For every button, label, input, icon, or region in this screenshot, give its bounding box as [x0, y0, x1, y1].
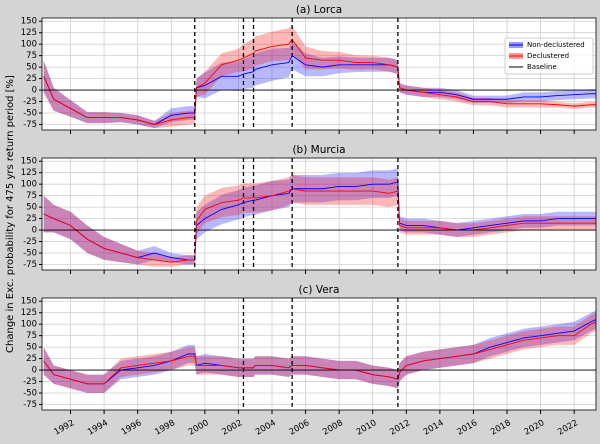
plot-frame — [41, 297, 597, 411]
y-tick-label: -50 — [23, 389, 37, 399]
y-axis-label: Change in Exc. probability for 475 yrs r… — [5, 75, 16, 353]
y-tick-label: 0 — [32, 86, 37, 96]
y-tick-label: 50 — [26, 343, 37, 353]
y-tick-label: 25 — [26, 214, 37, 224]
y-tick-label: 50 — [26, 203, 37, 213]
legend-label: Non-declustered — [527, 41, 585, 49]
y-tick-label: -75 — [23, 260, 37, 270]
y-tick-label: 75 — [26, 331, 37, 341]
plot-frame — [41, 157, 597, 271]
uncertainty-band — [43, 310, 597, 394]
legend-label: Baseline — [527, 63, 557, 71]
panel-title: (c) Vera — [299, 284, 340, 296]
y-tick-label: -75 — [23, 120, 37, 130]
y-tick-label: 125 — [21, 28, 37, 38]
series-line — [43, 181, 596, 261]
plot-area — [42, 18, 596, 130]
y-tick-label: -25 — [23, 237, 37, 247]
y-tick-label: 0 — [32, 226, 37, 236]
y-tick-label: 0 — [32, 366, 37, 376]
y-tick-label: 50 — [26, 63, 37, 73]
y-tick-label: 125 — [21, 308, 37, 318]
y-tick-label: 150 — [21, 17, 37, 27]
y-tick-label: -75 — [23, 400, 37, 410]
uncertainty-band — [43, 174, 597, 267]
y-tick-label: 150 — [21, 297, 37, 307]
uncertainty-band — [43, 312, 597, 394]
y-tick-label: 75 — [26, 51, 37, 61]
y-tick-label: -25 — [23, 97, 37, 107]
plot-area — [42, 298, 596, 410]
panel-title: (a) Lorca — [296, 4, 342, 16]
y-tick-label: 25 — [26, 74, 37, 84]
panel-title: (b) Murcia — [292, 144, 345, 156]
y-tick-label: -50 — [23, 249, 37, 259]
plot-area — [42, 158, 596, 270]
legend-box — [504, 37, 594, 75]
series-line — [43, 188, 596, 263]
y-tick-label: 25 — [26, 354, 37, 364]
uncertainty-band — [43, 41, 597, 129]
plot-frame — [41, 17, 597, 131]
y-tick-label: -50 — [23, 109, 37, 119]
y-tick-label: -25 — [23, 377, 37, 387]
y-tick-label: 100 — [21, 180, 37, 190]
y-tick-label: 150 — [21, 157, 37, 167]
y-tick-label: 125 — [21, 168, 37, 178]
y-tick-label: 100 — [21, 40, 37, 50]
y-tick-label: 75 — [26, 191, 37, 201]
series-line — [43, 38, 596, 125]
series-line — [43, 321, 597, 385]
y-tick-label: 100 — [21, 320, 37, 330]
legend-label: Declustered — [527, 52, 569, 60]
uncertainty-band — [43, 168, 597, 265]
